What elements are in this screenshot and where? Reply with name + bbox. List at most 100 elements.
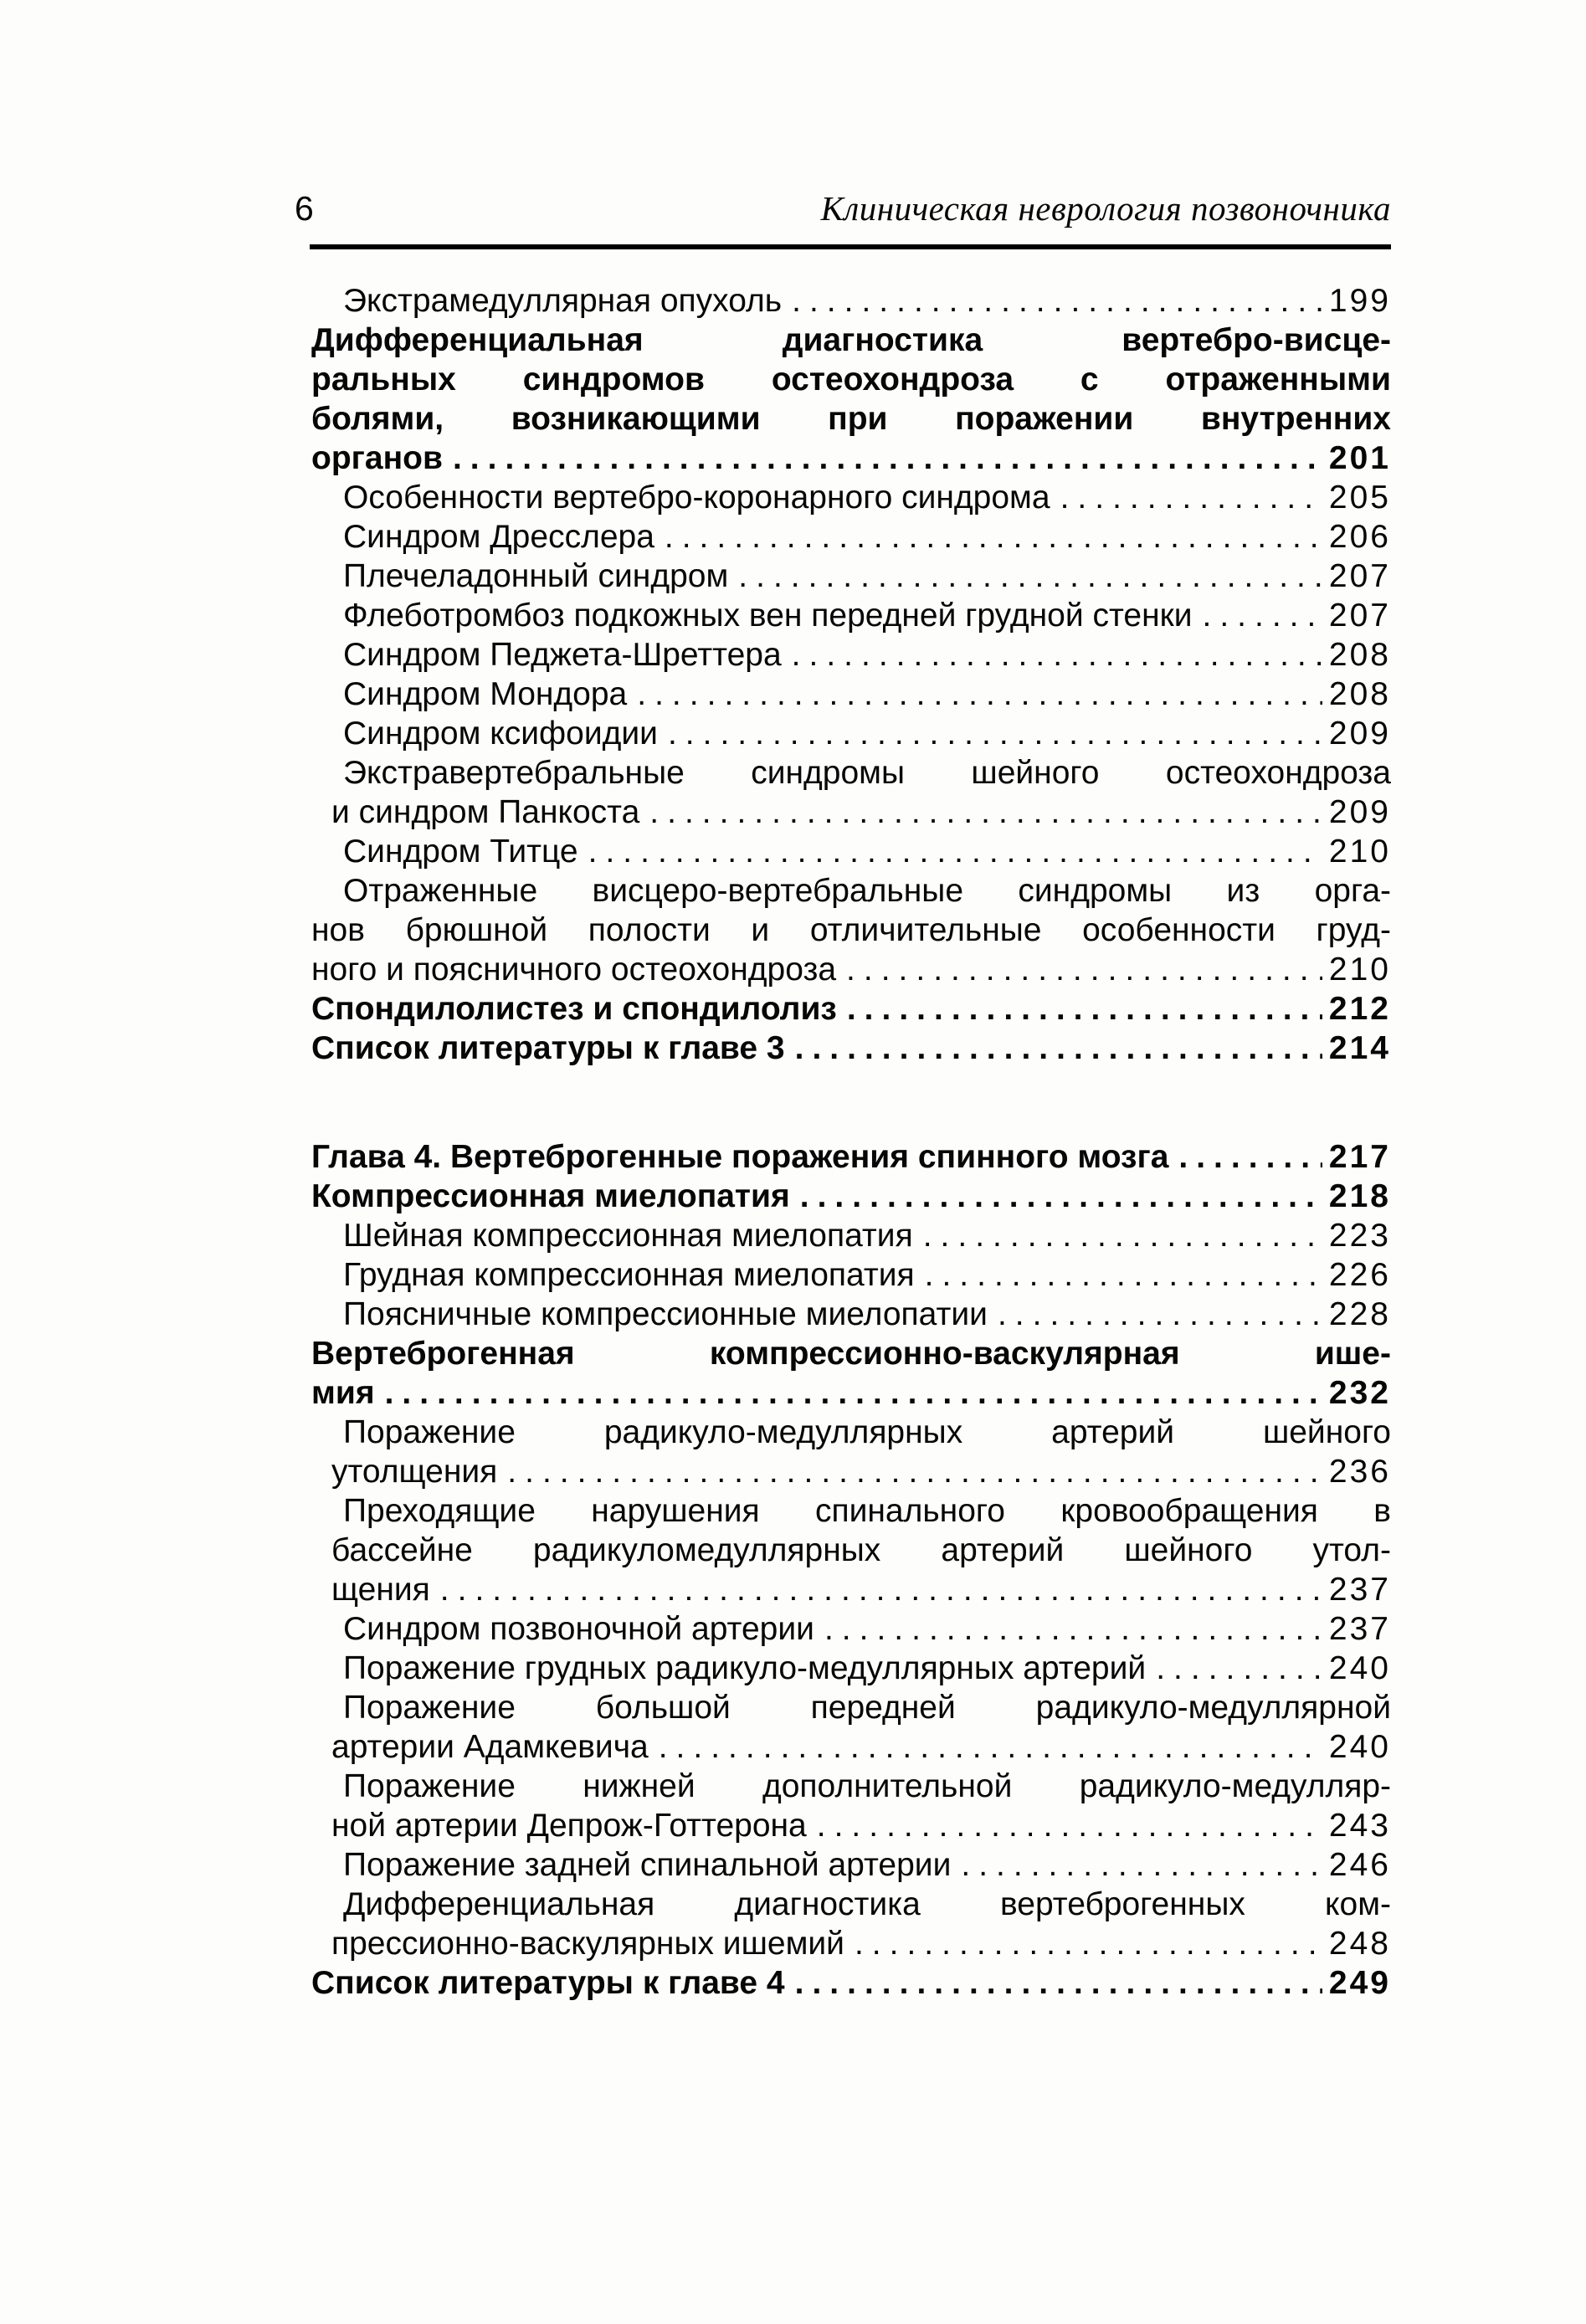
toc-page-number: 236 bbox=[1328, 1454, 1391, 1490]
toc-entry-line: Поражение большой передней радикуло-меду… bbox=[343, 1690, 1391, 1726]
toc-entry: Дифференциальная диагностика вертебро-ви… bbox=[311, 321, 1391, 478]
dot-leader bbox=[795, 1963, 1322, 2003]
toc-entry-last-line: Синдром Дресслера 206 bbox=[343, 517, 1391, 557]
dot-leader bbox=[792, 281, 1322, 321]
toc-entry-last-line: ного и поясничного остеохондроза 210 bbox=[311, 950, 1391, 989]
toc-entry-last-line: Синдром позвоночной артерии 237 bbox=[343, 1609, 1391, 1649]
toc-entry: Синдром Педжета-Шреттера 208 bbox=[311, 635, 1391, 675]
toc-entry: Флеботромбоз подкожных вен передней груд… bbox=[311, 596, 1391, 635]
toc-entry-line: бассейне радикуломедуллярных артерий шей… bbox=[331, 1532, 1391, 1568]
dot-leader bbox=[847, 989, 1322, 1029]
toc-entry: Синдром ксифоидии 209 bbox=[311, 714, 1391, 753]
toc-entry-label: Синдром Дресслера bbox=[343, 519, 654, 555]
toc-entry-last-line: Поражение грудных радикуло-медуллярных а… bbox=[343, 1649, 1391, 1688]
toc-page-number: 217 bbox=[1328, 1139, 1391, 1175]
toc-page-number: 207 bbox=[1328, 558, 1391, 594]
toc-entry: Спондилолистез и спондилолиз 212 bbox=[311, 989, 1391, 1029]
toc-entry-last-line: Синдром Титце 210 bbox=[343, 832, 1391, 871]
dot-leader bbox=[795, 1029, 1322, 1068]
toc-page-number: 208 bbox=[1328, 637, 1391, 673]
toc-page-number: 209 bbox=[1328, 716, 1391, 752]
toc-entry-label: утолщения bbox=[331, 1454, 498, 1490]
toc-entry-label: Глава 4. Вертеброгенные поражения спинно… bbox=[311, 1139, 1169, 1175]
dot-leader bbox=[925, 1255, 1322, 1295]
toc-entry-last-line: Грудная компрессионная миелопатия 226 bbox=[343, 1255, 1391, 1295]
toc-entry-label: Спондилолистез и спондилолиз bbox=[311, 991, 837, 1027]
dot-leader bbox=[588, 832, 1322, 871]
toc-page-number: 212 bbox=[1328, 991, 1391, 1027]
toc-entry: Поясничные компрессионные миелопатии 228 bbox=[311, 1295, 1391, 1334]
dot-leader bbox=[1060, 478, 1322, 517]
toc-entry-last-line: Плечеладонный синдром 207 bbox=[343, 557, 1391, 596]
toc-entry: Синдром позвоночной артерии 237 bbox=[311, 1609, 1391, 1649]
toc-entry: Глава 4. Вертеброгенные поражения спинно… bbox=[311, 1137, 1391, 1177]
toc-page-number: 223 bbox=[1328, 1218, 1391, 1254]
toc-entry-line: Вертеброгенная компрессионно-васкулярная… bbox=[311, 1336, 1391, 1372]
page-number: 6 bbox=[295, 189, 314, 228]
dot-leader bbox=[453, 439, 1322, 478]
toc-page-number: 208 bbox=[1328, 676, 1391, 712]
toc-entry-last-line: мия 232 bbox=[311, 1373, 1391, 1413]
toc-page-number: 246 bbox=[1328, 1847, 1391, 1883]
toc-entry: Компрессионная миелопатия 218 bbox=[311, 1177, 1391, 1216]
dot-leader bbox=[961, 1845, 1322, 1885]
page-header: 6 Клиническая неврология позвоночника bbox=[295, 189, 1391, 228]
toc-entry-label: Синдром Мондора bbox=[343, 676, 628, 712]
toc-entry-line: ральных синдромов остеохондроза с отраже… bbox=[311, 362, 1391, 398]
dot-leader bbox=[1178, 1137, 1322, 1177]
toc-entry-last-line: Особенности вертебро-коронарного синдром… bbox=[343, 478, 1391, 517]
toc-entry-label: Поясничные компрессионные миелопатии bbox=[343, 1296, 988, 1332]
dot-leader bbox=[659, 1727, 1322, 1767]
dot-leader bbox=[1202, 596, 1322, 635]
toc-entry: Особенности вертебро-коронарного синдром… bbox=[311, 478, 1391, 517]
toc-entry-last-line: щения 237 bbox=[331, 1570, 1391, 1609]
toc-entry-label: Синдром Педжета-Шреттера bbox=[343, 637, 782, 673]
toc-page-number: 240 bbox=[1328, 1729, 1391, 1765]
toc-entry-last-line: Глава 4. Вертеброгенные поражения спинно… bbox=[311, 1137, 1391, 1177]
toc-page-number: 199 bbox=[1328, 283, 1391, 319]
toc-page-number: 210 bbox=[1328, 834, 1391, 870]
toc-entry-last-line: утолщения 236 bbox=[331, 1452, 1391, 1491]
toc-entry-label: прессионно-васкулярных ишемий bbox=[331, 1926, 844, 1962]
toc-entry-last-line: Шейная компрессионная миелопатия 223 bbox=[343, 1216, 1391, 1255]
toc-entry-label: ной артерии Депрож-Готтерона bbox=[331, 1808, 807, 1844]
toc-entry-label: ного и поясничного остеохондроза bbox=[311, 952, 837, 988]
toc-entry: Дифференциальная диагностика вертеброген… bbox=[311, 1885, 1391, 1963]
running-title: Клиническая неврология позвоночника bbox=[820, 189, 1391, 228]
toc-entry-label: артерии Адамкевича bbox=[331, 1729, 649, 1765]
toc-page-number: 228 bbox=[1328, 1296, 1391, 1332]
toc-page-number: 240 bbox=[1328, 1650, 1391, 1686]
toc-page-number: 237 bbox=[1328, 1611, 1391, 1647]
dot-leader bbox=[440, 1570, 1322, 1609]
dot-leader bbox=[649, 793, 1322, 832]
toc-entry-last-line: органов 201 bbox=[311, 439, 1391, 478]
toc-entry: Список литературы к главе 3 214 bbox=[311, 1029, 1391, 1068]
toc-entry: Шейная компрессионная миелопатия 223 bbox=[311, 1216, 1391, 1255]
toc-entry: Экстравертебральные синдромы шейного ост… bbox=[311, 753, 1391, 832]
toc-page-number: 210 bbox=[1328, 952, 1391, 988]
toc-entry: Синдром Титце 210 bbox=[311, 832, 1391, 871]
toc-entry-last-line: артерии Адамкевича 240 bbox=[331, 1727, 1391, 1767]
toc-entry-label: Компрессионная миелопатия bbox=[311, 1178, 790, 1214]
toc-page-number: 243 bbox=[1328, 1808, 1391, 1844]
header-rule bbox=[310, 244, 1391, 249]
toc-entry: Поражение большой передней радикуло-меду… bbox=[311, 1688, 1391, 1767]
toc-entry-label: Список литературы к главе 4 bbox=[311, 1965, 785, 2001]
dot-leader bbox=[846, 950, 1322, 989]
toc-entry-line: Дифференциальная диагностика вертебро-ви… bbox=[311, 322, 1391, 358]
toc-entry-label: Синдром Титце bbox=[343, 834, 578, 870]
dot-leader bbox=[998, 1295, 1322, 1334]
toc-entry-last-line: Синдром Педжета-Шреттера 208 bbox=[343, 635, 1391, 675]
dot-leader bbox=[923, 1216, 1322, 1255]
toc-entry-label: Поражение грудных радикуло-медуллярных а… bbox=[343, 1650, 1147, 1686]
toc-entry-last-line: Поражение задней спинальной артерии 246 bbox=[343, 1845, 1391, 1885]
dot-leader bbox=[1156, 1649, 1322, 1688]
toc-entry-line: нов брюшной полости и отличительные особ… bbox=[311, 912, 1391, 948]
toc-entry-last-line: Компрессионная миелопатия 218 bbox=[311, 1177, 1391, 1216]
dot-leader bbox=[824, 1609, 1322, 1649]
toc-entry-last-line: Спондилолистез и спондилолиз 212 bbox=[311, 989, 1391, 1029]
toc-entry: Экстрамедуллярная опухоль 199 bbox=[311, 281, 1391, 321]
toc-entry-last-line: ной артерии Депрож-Готтерона 243 bbox=[331, 1806, 1391, 1845]
table-of-contents: Экстрамедуллярная опухоль199Дифференциал… bbox=[311, 281, 1391, 2003]
